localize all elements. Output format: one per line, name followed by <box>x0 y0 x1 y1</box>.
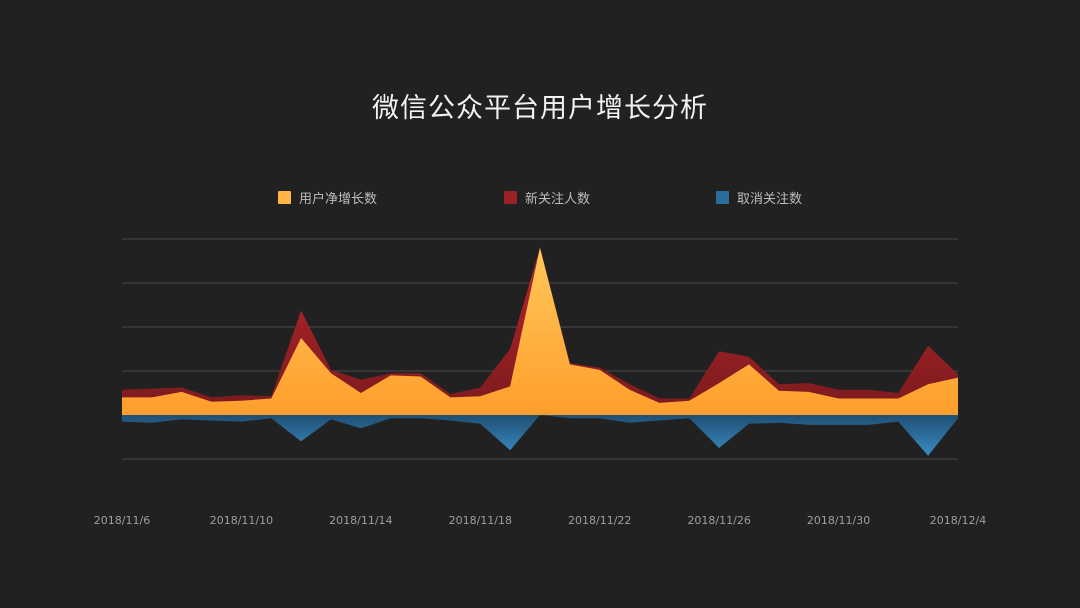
legend-item-net-growth[interactable]: 用户净增长数 <box>278 188 377 207</box>
x-tick-label: 2018/11/22 <box>568 514 631 527</box>
legend-swatch-new-follows <box>504 191 517 204</box>
x-tick-label: 2018/11/18 <box>449 514 512 527</box>
legend-label-new-follows: 新关注人数 <box>525 192 591 207</box>
legend-label-unfollows: 取消关注数 <box>737 192 803 207</box>
chart-legend: 用户净增长数 新关注人数 取消关注数 <box>0 188 1080 208</box>
legend-label-net-growth: 用户净增长数 <box>299 192 378 207</box>
chart-title: 微信公众平台用户增长分析 <box>372 93 708 124</box>
x-tick-label: 2018/11/6 <box>94 514 150 527</box>
legend-item-unfollows[interactable]: 取消关注数 <box>716 188 802 207</box>
legend-item-new-follows[interactable]: 新关注人数 <box>504 188 590 207</box>
series-area-net-growth[interactable] <box>122 247 958 415</box>
x-tick-label: 2018/11/30 <box>807 514 870 527</box>
x-tick-label: 2018/11/26 <box>687 514 750 527</box>
x-tick-label: 2018/11/14 <box>329 514 392 527</box>
legend-swatch-unfollows <box>716 191 729 204</box>
series-area-unfollows[interactable] <box>122 415 958 456</box>
legend-swatch-net-growth <box>278 191 291 204</box>
x-tick-label: 2018/12/4 <box>930 514 986 527</box>
x-tick-label: 2018/11/10 <box>210 514 273 527</box>
